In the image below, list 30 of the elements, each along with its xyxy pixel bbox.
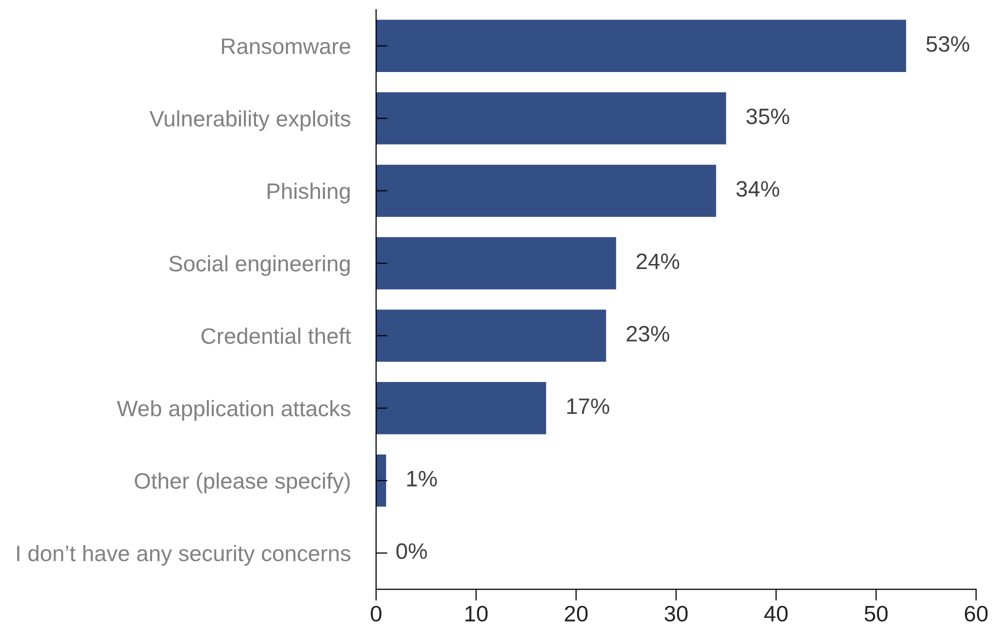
data-label: 23% <box>626 326 670 342</box>
bar <box>376 382 546 434</box>
x-tick-label: 30 <box>664 606 688 622</box>
bar <box>376 164 716 217</box>
x-tick-label: 60 <box>964 606 988 622</box>
x-tick-label: 20 <box>564 606 588 622</box>
y-tick-label: Other (please specify) <box>134 472 350 494</box>
data-label: 17% <box>567 398 610 414</box>
y-tick-label: Web application attacks <box>116 400 350 421</box>
bar <box>376 20 906 72</box>
x-tick-label: 40 <box>764 606 788 622</box>
data-label: 53% <box>926 36 970 52</box>
data-label: 35% <box>746 108 790 124</box>
data-label: 24% <box>636 253 680 270</box>
data-label: 34% <box>736 181 780 197</box>
bar <box>376 454 386 507</box>
data-label: 1% <box>407 470 437 486</box>
x-tick-label: 0 <box>370 606 382 622</box>
bar <box>376 237 616 290</box>
y-tick-label: Phishing <box>268 182 350 204</box>
x-tick-label: 50 <box>864 606 888 622</box>
x-tick-label: 10 <box>465 606 488 622</box>
bar <box>376 310 606 362</box>
data-label: 0% <box>396 543 427 559</box>
y-tick-label: I don’t have any security concerns <box>17 544 350 566</box>
y-tick-label: Credential theft <box>202 328 351 344</box>
y-tick-label: Social engineering <box>169 255 350 276</box>
bar <box>376 92 726 144</box>
y-tick-label: Ransomware <box>222 38 350 54</box>
y-tick-label: Vulnerability exploits <box>149 110 350 131</box>
